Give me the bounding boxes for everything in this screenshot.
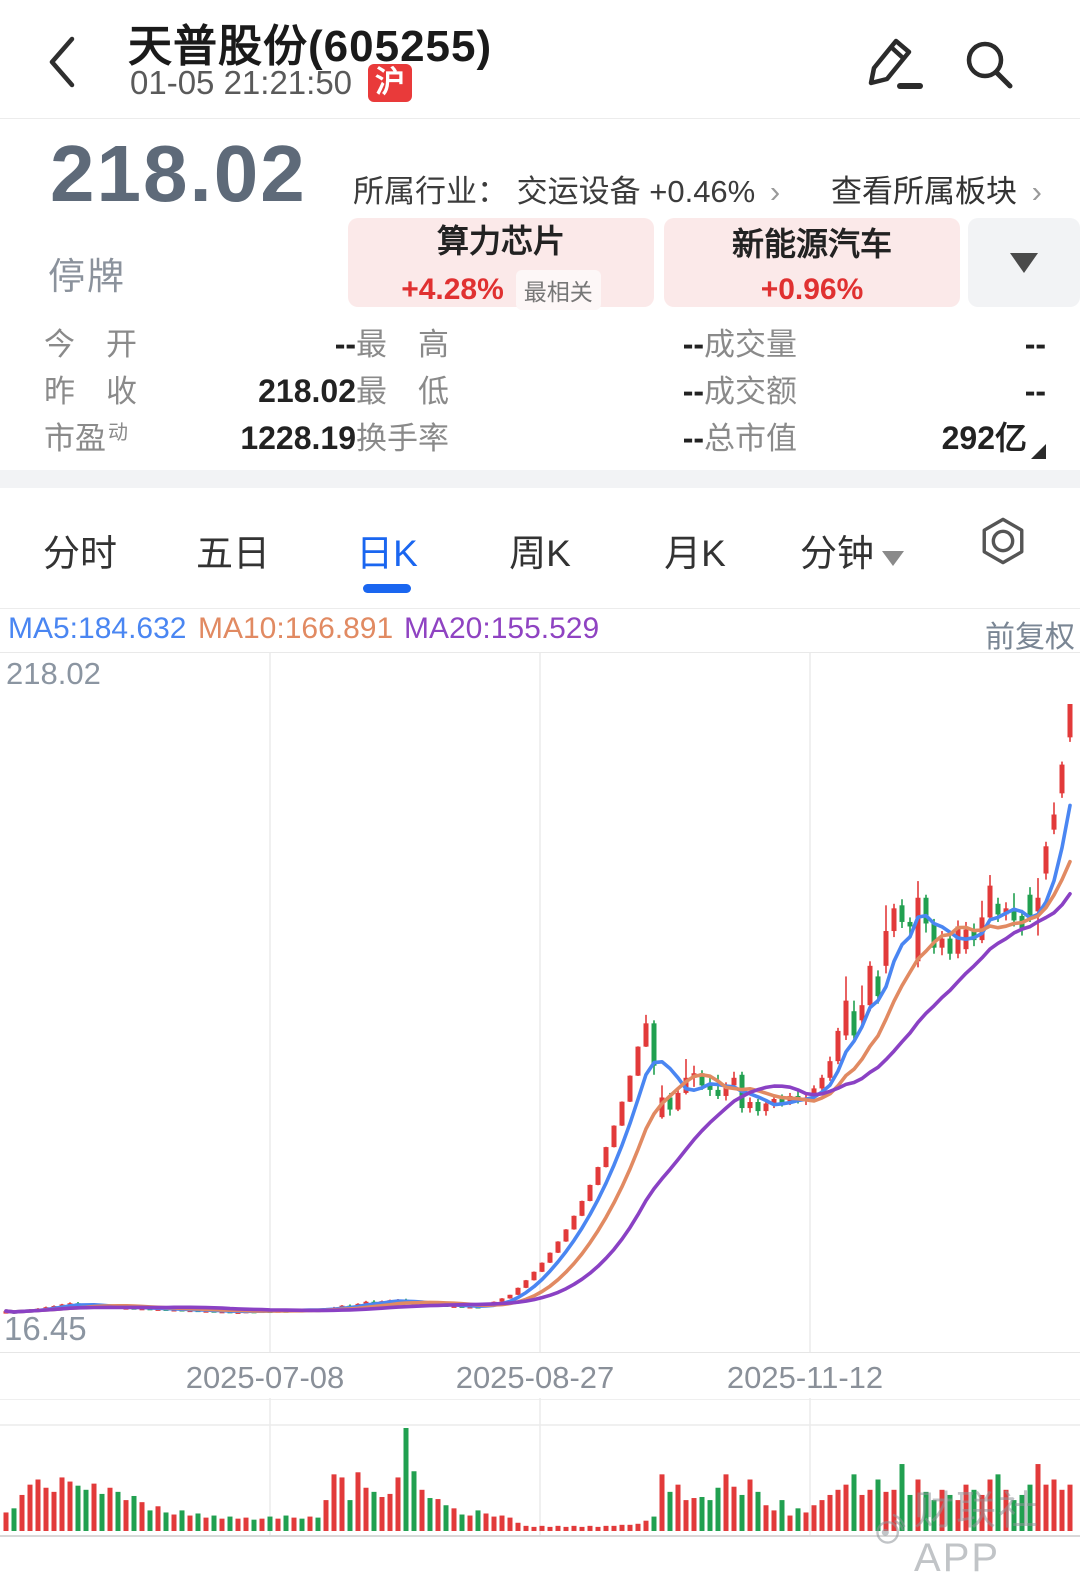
tag-change: +4.28% xyxy=(401,272,504,306)
volume-svg xyxy=(0,1398,1080,1535)
industry-link[interactable]: 所属行业： 交运设备 +0.46% › xyxy=(353,166,780,211)
tag-change: +0.96% xyxy=(760,272,864,306)
cailianshe-logo-icon xyxy=(876,1513,906,1544)
tab-daily-k[interactable]: 日K xyxy=(356,533,418,574)
tab-weekly-k[interactable]: 周K xyxy=(509,533,571,574)
selected-tab-underline xyxy=(363,584,411,593)
trading-status: 停牌 xyxy=(48,256,126,297)
section-divider xyxy=(0,470,1080,488)
back-button[interactable] xyxy=(44,34,84,90)
edit-button[interactable] xyxy=(858,28,926,92)
quote-stats-grid: 今 开 -- 最 高 -- 成交量 -- 昨 收 218.02 最 低 -- 成交额 -- … xyxy=(44,318,1046,459)
x-tick-1: 2025-07-08 xyxy=(185,1360,345,1395)
expand-tags-button[interactable] xyxy=(968,218,1080,307)
stat-high: 最 高 -- xyxy=(356,326,704,362)
app-header: 天普股份(605255) 01-05 21:21:50 沪 xyxy=(0,0,1080,119)
stat-today-open: 今 开 -- xyxy=(44,326,356,362)
triangle-down-icon xyxy=(1010,252,1038,273)
kline-svg xyxy=(0,135,1080,1353)
concept-tag-2[interactable]: 新能源汽车 +0.96% xyxy=(664,218,960,307)
stat-prev-close: 昨 收 218.02 xyxy=(44,373,356,409)
stat-market-cap[interactable]: 总市值 292亿 xyxy=(704,413,1046,459)
stat-low: 最 低 -- xyxy=(356,373,704,409)
back-chevron-icon xyxy=(49,36,75,88)
view-sector-link[interactable]: 查看所属板块 › xyxy=(831,166,1042,211)
adjust-mode-label[interactable]: 前复权 xyxy=(985,621,1075,654)
tab-five-day[interactable]: 五日 xyxy=(196,533,270,574)
ma20-value: MA20:155.529 xyxy=(404,612,600,645)
stat-volume: 成交量 -- xyxy=(704,326,1046,362)
ma10-value: MA10:166.891 xyxy=(198,612,394,645)
search-icon xyxy=(966,41,1013,89)
expand-corner-icon xyxy=(1031,443,1046,459)
concept-tag-1[interactable]: 算力芯片 +4.28% 最相关 xyxy=(348,218,654,310)
x-tick-2: 2025-08-27 xyxy=(455,1360,615,1395)
chart-settings-button[interactable] xyxy=(978,515,1028,567)
quote-timestamp: 01-05 21:21:50 xyxy=(130,64,353,101)
chart-max-price-label: 218.02 xyxy=(6,656,101,691)
stat-turnover-amount: 成交额 -- xyxy=(704,373,1046,409)
market-badge: 沪 xyxy=(368,64,413,102)
pencil-icon xyxy=(868,38,923,89)
chevron-right-icon: › xyxy=(769,174,781,209)
tag-name: 算力芯片 xyxy=(436,222,565,259)
app-watermark: 财联社APP xyxy=(872,1478,1080,1581)
stat-turnover-rate: 换手率 -- xyxy=(356,420,704,456)
chart-period-tabs: 分时 五日 日K 周K 月K 分钟 xyxy=(0,505,1080,601)
tab-minutes-dropdown[interactable]: 分钟 xyxy=(800,523,904,577)
last-price: 218.02 xyxy=(50,129,307,218)
ma5-value: MA5:184.632 xyxy=(8,612,187,645)
tag-name: 新能源汽车 xyxy=(731,225,892,262)
quote-time-row: 01-05 21:21:50 沪 xyxy=(130,64,413,102)
tab-minute-line[interactable]: 分时 xyxy=(43,533,117,574)
watermark-text: 财联社APP xyxy=(914,1489,1041,1580)
chevron-right-icon: › xyxy=(1031,174,1042,209)
dropdown-arrow-icon xyxy=(882,551,904,566)
x-axis-dates: 2025-07-08 2025-08-27 2025-11-12 xyxy=(0,1352,1080,1400)
stock-title: 天普股份(605255) xyxy=(128,22,493,71)
x-tick-3: 2025-11-12 xyxy=(726,1360,884,1395)
kline-chart[interactable] xyxy=(0,135,1080,1353)
chart-min-price-label: 16.45 xyxy=(4,1310,87,1347)
stat-pe-ratio: 市盈动 1228.19 xyxy=(44,420,356,456)
tag-most-related-badge: 最相关 xyxy=(515,269,601,310)
tab-minutes-label: 分钟 xyxy=(800,533,874,574)
tab-monthly-k[interactable]: 月K xyxy=(664,533,726,574)
industry-label: 所属行业： xyxy=(353,174,508,209)
search-button[interactable] xyxy=(958,34,1022,96)
industry-value: 交运设备 +0.46% xyxy=(516,174,756,209)
gear-icon xyxy=(982,517,1024,565)
view-sector-label: 查看所属板块 xyxy=(831,174,1018,209)
tabs-divider xyxy=(0,608,1080,609)
ma-legend: MA5:184.632 MA10:166.891 MA20:155.529 前复… xyxy=(0,612,1080,654)
